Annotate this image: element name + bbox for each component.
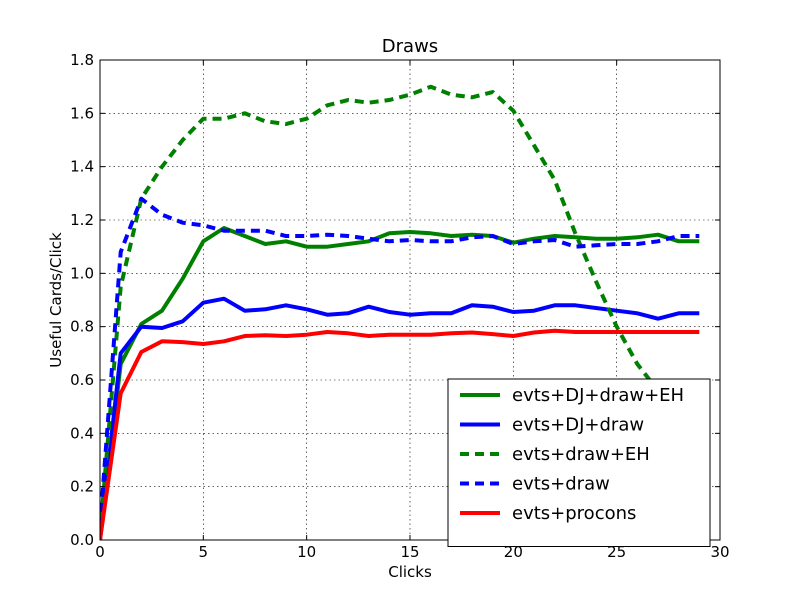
x-tick-label: 15 bbox=[400, 543, 419, 561]
legend-label-2: evts+draw+EH bbox=[512, 444, 650, 465]
legend-label-1: evts+DJ+draw bbox=[512, 415, 644, 436]
x-tick-label: 30 bbox=[710, 543, 729, 561]
x-tick-label: 10 bbox=[297, 543, 316, 561]
y-tick-label: 0.2 bbox=[70, 478, 94, 496]
y-tick-label: 1.2 bbox=[70, 211, 94, 229]
x-tick-label: 25 bbox=[607, 543, 626, 561]
series-line-2 bbox=[100, 84, 660, 535]
legend-label-0: evts+DJ+draw+EH bbox=[512, 385, 684, 406]
grid bbox=[100, 60, 720, 540]
series-line-4 bbox=[100, 328, 700, 540]
y-tick-label: 0.6 bbox=[70, 371, 94, 389]
y-tick-label: 1.4 bbox=[70, 158, 94, 176]
series-line-1 bbox=[100, 296, 700, 540]
y-tick-label: 1.6 bbox=[70, 104, 94, 122]
chart-title: Draws bbox=[382, 36, 438, 57]
y-tick-label: 1.8 bbox=[70, 51, 94, 69]
x-tick-label: 5 bbox=[199, 543, 209, 561]
legend: evts+DJ+draw+EH evts+DJ+draw evts+draw+EH e… bbox=[447, 378, 711, 547]
legend-label-3: evts+draw bbox=[512, 474, 610, 495]
x-tick-label: 20 bbox=[504, 543, 523, 561]
series-group bbox=[100, 84, 700, 540]
y-tick-label: 0.4 bbox=[70, 424, 94, 442]
x-tick-label: 0 bbox=[95, 543, 105, 561]
legend-box bbox=[447, 378, 711, 547]
y-tick-label: 0.8 bbox=[70, 318, 94, 336]
series-line-3 bbox=[100, 196, 700, 527]
legend-label-4: evts+procons bbox=[512, 503, 636, 524]
y-axis-label: Useful Cards/Click bbox=[47, 232, 65, 368]
y-tick-label: 0.0 bbox=[70, 531, 94, 549]
series-line-0 bbox=[100, 226, 700, 540]
x-axis-label: Clicks bbox=[388, 563, 432, 581]
y-tick-label: 1.0 bbox=[70, 264, 94, 282]
